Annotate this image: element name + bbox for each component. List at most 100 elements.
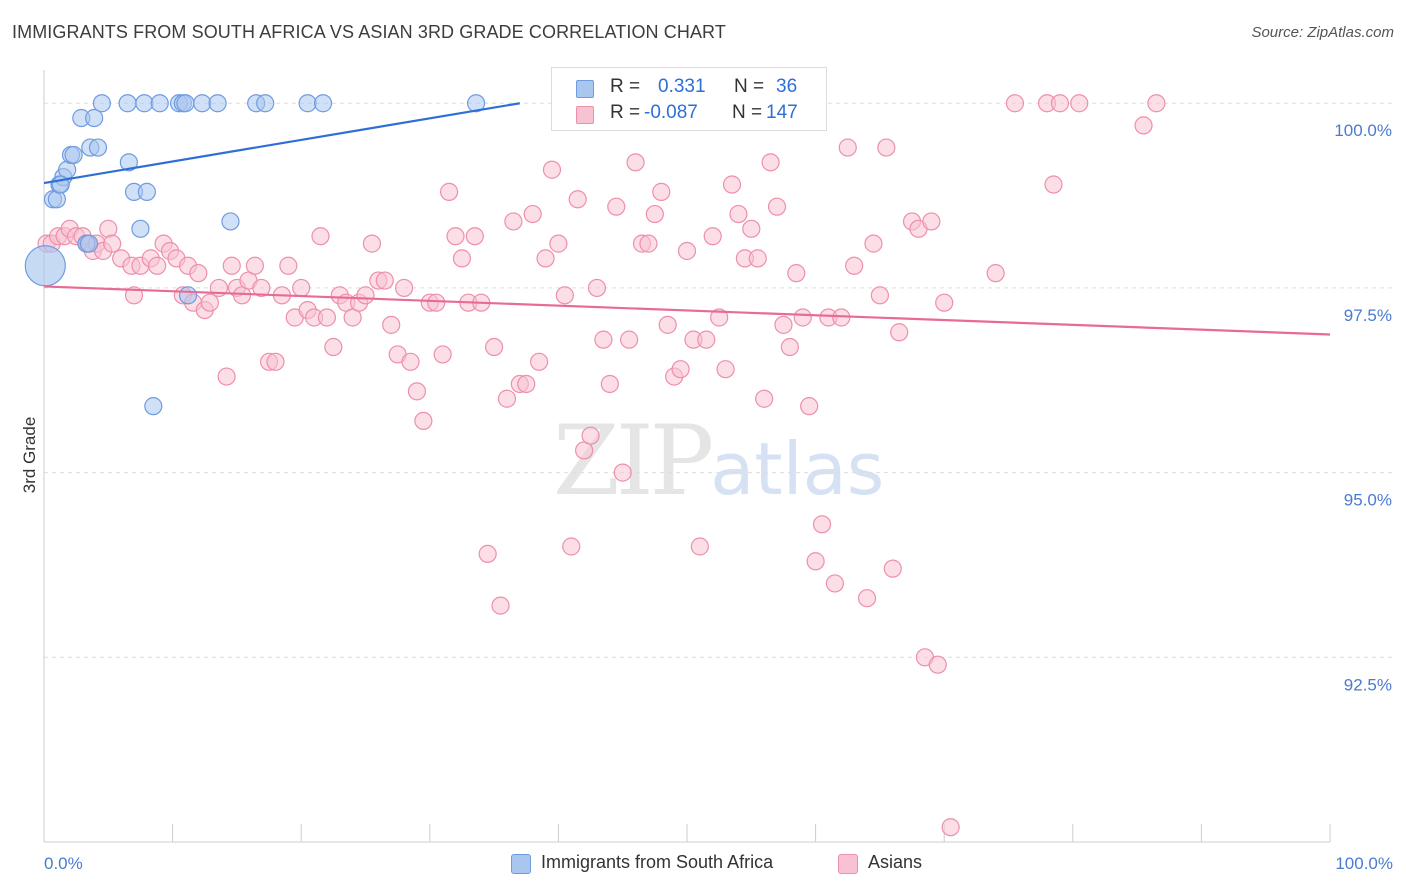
point-south-africa (466, 94, 486, 113)
point-asians (806, 552, 825, 571)
watermark-atlas: atlas (710, 427, 885, 511)
point-asians (148, 256, 167, 275)
point-south-africa (118, 94, 137, 113)
point-asians (877, 138, 896, 157)
point-asians (742, 219, 761, 238)
point-asians (581, 426, 600, 445)
point-asians (1050, 94, 1070, 113)
point-asians (568, 190, 587, 209)
point-asians (812, 515, 832, 534)
axes (43, 70, 1331, 843)
y-tick-label: 95.0% (1344, 491, 1392, 510)
series-swatch-south-africa (511, 854, 531, 874)
point-south-africa (150, 94, 169, 113)
legend-n-value: 147 (766, 102, 798, 123)
point-south-africa (92, 94, 111, 113)
point-asians (607, 197, 626, 216)
point-south-africa (298, 94, 317, 113)
point-asians (587, 278, 607, 298)
point-asians (491, 596, 510, 615)
point-asians (722, 175, 742, 194)
point-south-africa (144, 397, 163, 416)
point-asians (103, 234, 122, 253)
point-asians (1147, 94, 1166, 113)
point-asians (217, 367, 236, 386)
point-asians (922, 212, 941, 231)
point-asians (245, 256, 265, 275)
x-tick-label: 100.0% (1335, 854, 1393, 873)
point-asians (504, 212, 523, 231)
point-asians (1005, 94, 1025, 113)
chart-title: IMMIGRANTS FROM SOUTH AFRICA VS ASIAN 3R… (12, 22, 726, 42)
point-asians (530, 352, 549, 371)
point-asians (252, 278, 271, 298)
point-south-africa (176, 94, 195, 113)
legend-n-label: N = (732, 102, 763, 123)
point-asians (870, 286, 890, 305)
y-tick-label: 92.5% (1344, 675, 1392, 694)
trend-line-south-africa (43, 102, 521, 185)
legend-r-value: 0.331 (658, 76, 706, 97)
point-asians (793, 308, 812, 327)
point-asians (279, 256, 298, 275)
point-asians (324, 337, 343, 357)
point-asians (394, 278, 414, 298)
legend-r-value: -0.087 (644, 102, 698, 123)
trend-line-asians (43, 285, 1331, 336)
legend-swatch-asians (576, 106, 594, 124)
point-south-africa (208, 94, 227, 113)
point-asians (497, 389, 517, 408)
trend-lines (43, 102, 1331, 336)
point-asians (935, 293, 954, 312)
point-asians (729, 204, 748, 224)
point-asians (600, 374, 619, 394)
point-south-africa (193, 94, 212, 113)
point-asians (465, 227, 484, 246)
point-asians (542, 160, 562, 179)
point-asians (857, 589, 877, 608)
point-asians (266, 352, 285, 371)
point-south-africa (256, 94, 275, 113)
point-asians (549, 234, 568, 253)
point-asians (478, 544, 497, 563)
point-asians (748, 249, 767, 268)
point-south-africa (313, 94, 333, 113)
grid (44, 102, 1392, 658)
point-asians (222, 256, 241, 275)
point-asians (200, 293, 219, 312)
point-asians (658, 315, 677, 334)
point-asians (864, 234, 883, 253)
point-asians (446, 227, 465, 246)
point-asians (382, 315, 401, 334)
point-south-africa (131, 219, 150, 238)
data-points (24, 94, 1166, 837)
point-south-africa (119, 153, 138, 172)
point-asians (716, 360, 735, 379)
point-asians (452, 249, 472, 268)
legend-n-label: N = (734, 76, 765, 97)
watermark-zip: ZIP (553, 405, 714, 517)
point-asians (439, 182, 459, 201)
point-asians (433, 345, 452, 364)
point-south-africa (178, 286, 198, 305)
chart-source: Source: ZipAtlas.com (1251, 24, 1394, 41)
point-asians (311, 227, 330, 246)
point-asians (690, 537, 709, 556)
point-south-africa (135, 94, 154, 113)
point-asians (517, 374, 536, 394)
point-asians (562, 537, 581, 556)
point-asians (613, 463, 632, 482)
point-asians (767, 197, 787, 216)
point-asians (536, 249, 555, 268)
y-axis-label: 3rd Grade (20, 417, 39, 494)
point-asians (671, 360, 690, 379)
point-asians (697, 330, 716, 349)
point-asians (645, 204, 664, 224)
legend-n-value: 36 (776, 76, 798, 97)
point-asians (317, 308, 337, 327)
y-tick-label: 97.5% (1344, 306, 1392, 325)
point-asians (189, 264, 208, 283)
point-asians (1044, 175, 1063, 194)
point-south-africa (137, 182, 156, 201)
point-asians (626, 153, 645, 172)
